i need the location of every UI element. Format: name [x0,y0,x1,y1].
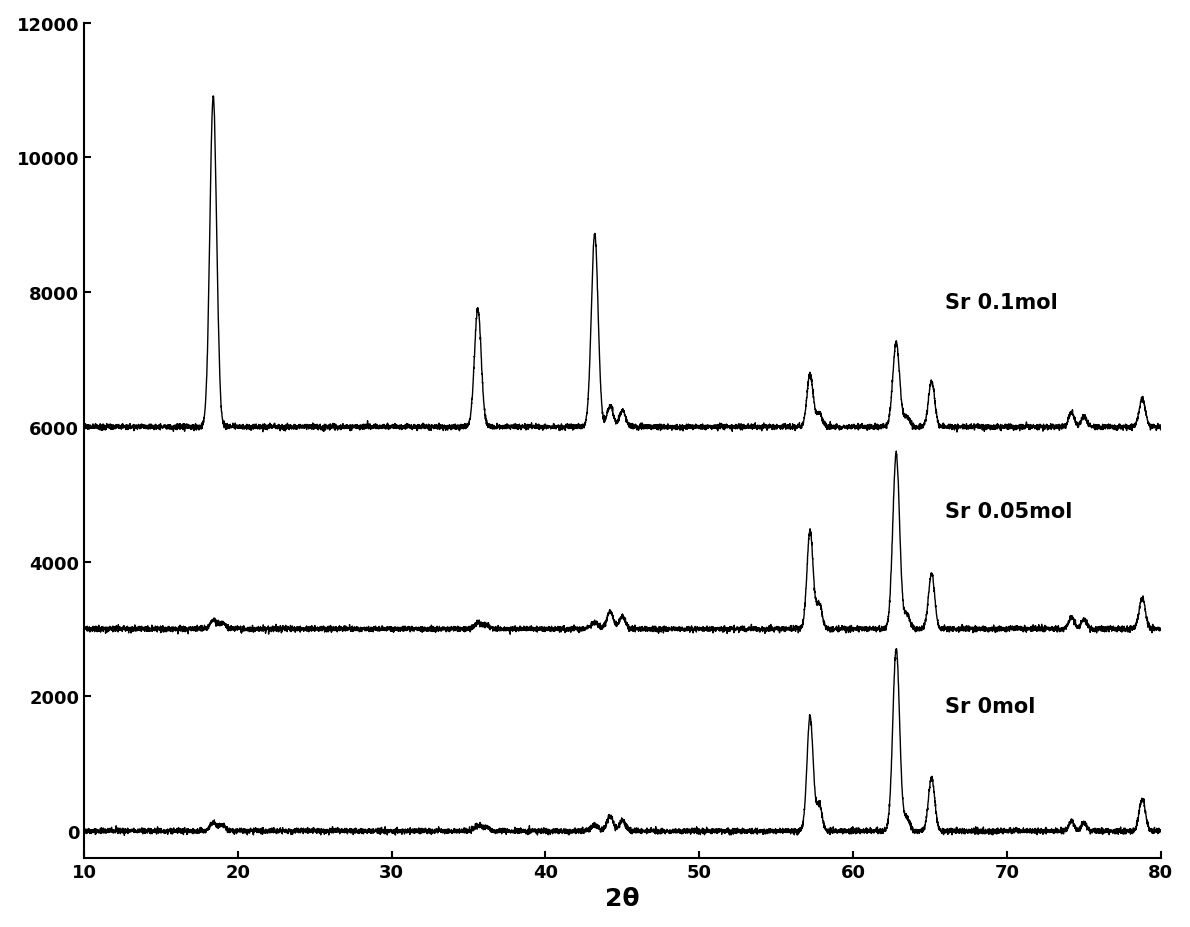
Text: Sr 0.05mol: Sr 0.05mol [945,502,1073,522]
Text: Sr 0.1mol: Sr 0.1mol [945,293,1058,313]
X-axis label: 2θ: 2θ [605,886,640,910]
Text: Sr 0mol: Sr 0mol [945,697,1035,717]
